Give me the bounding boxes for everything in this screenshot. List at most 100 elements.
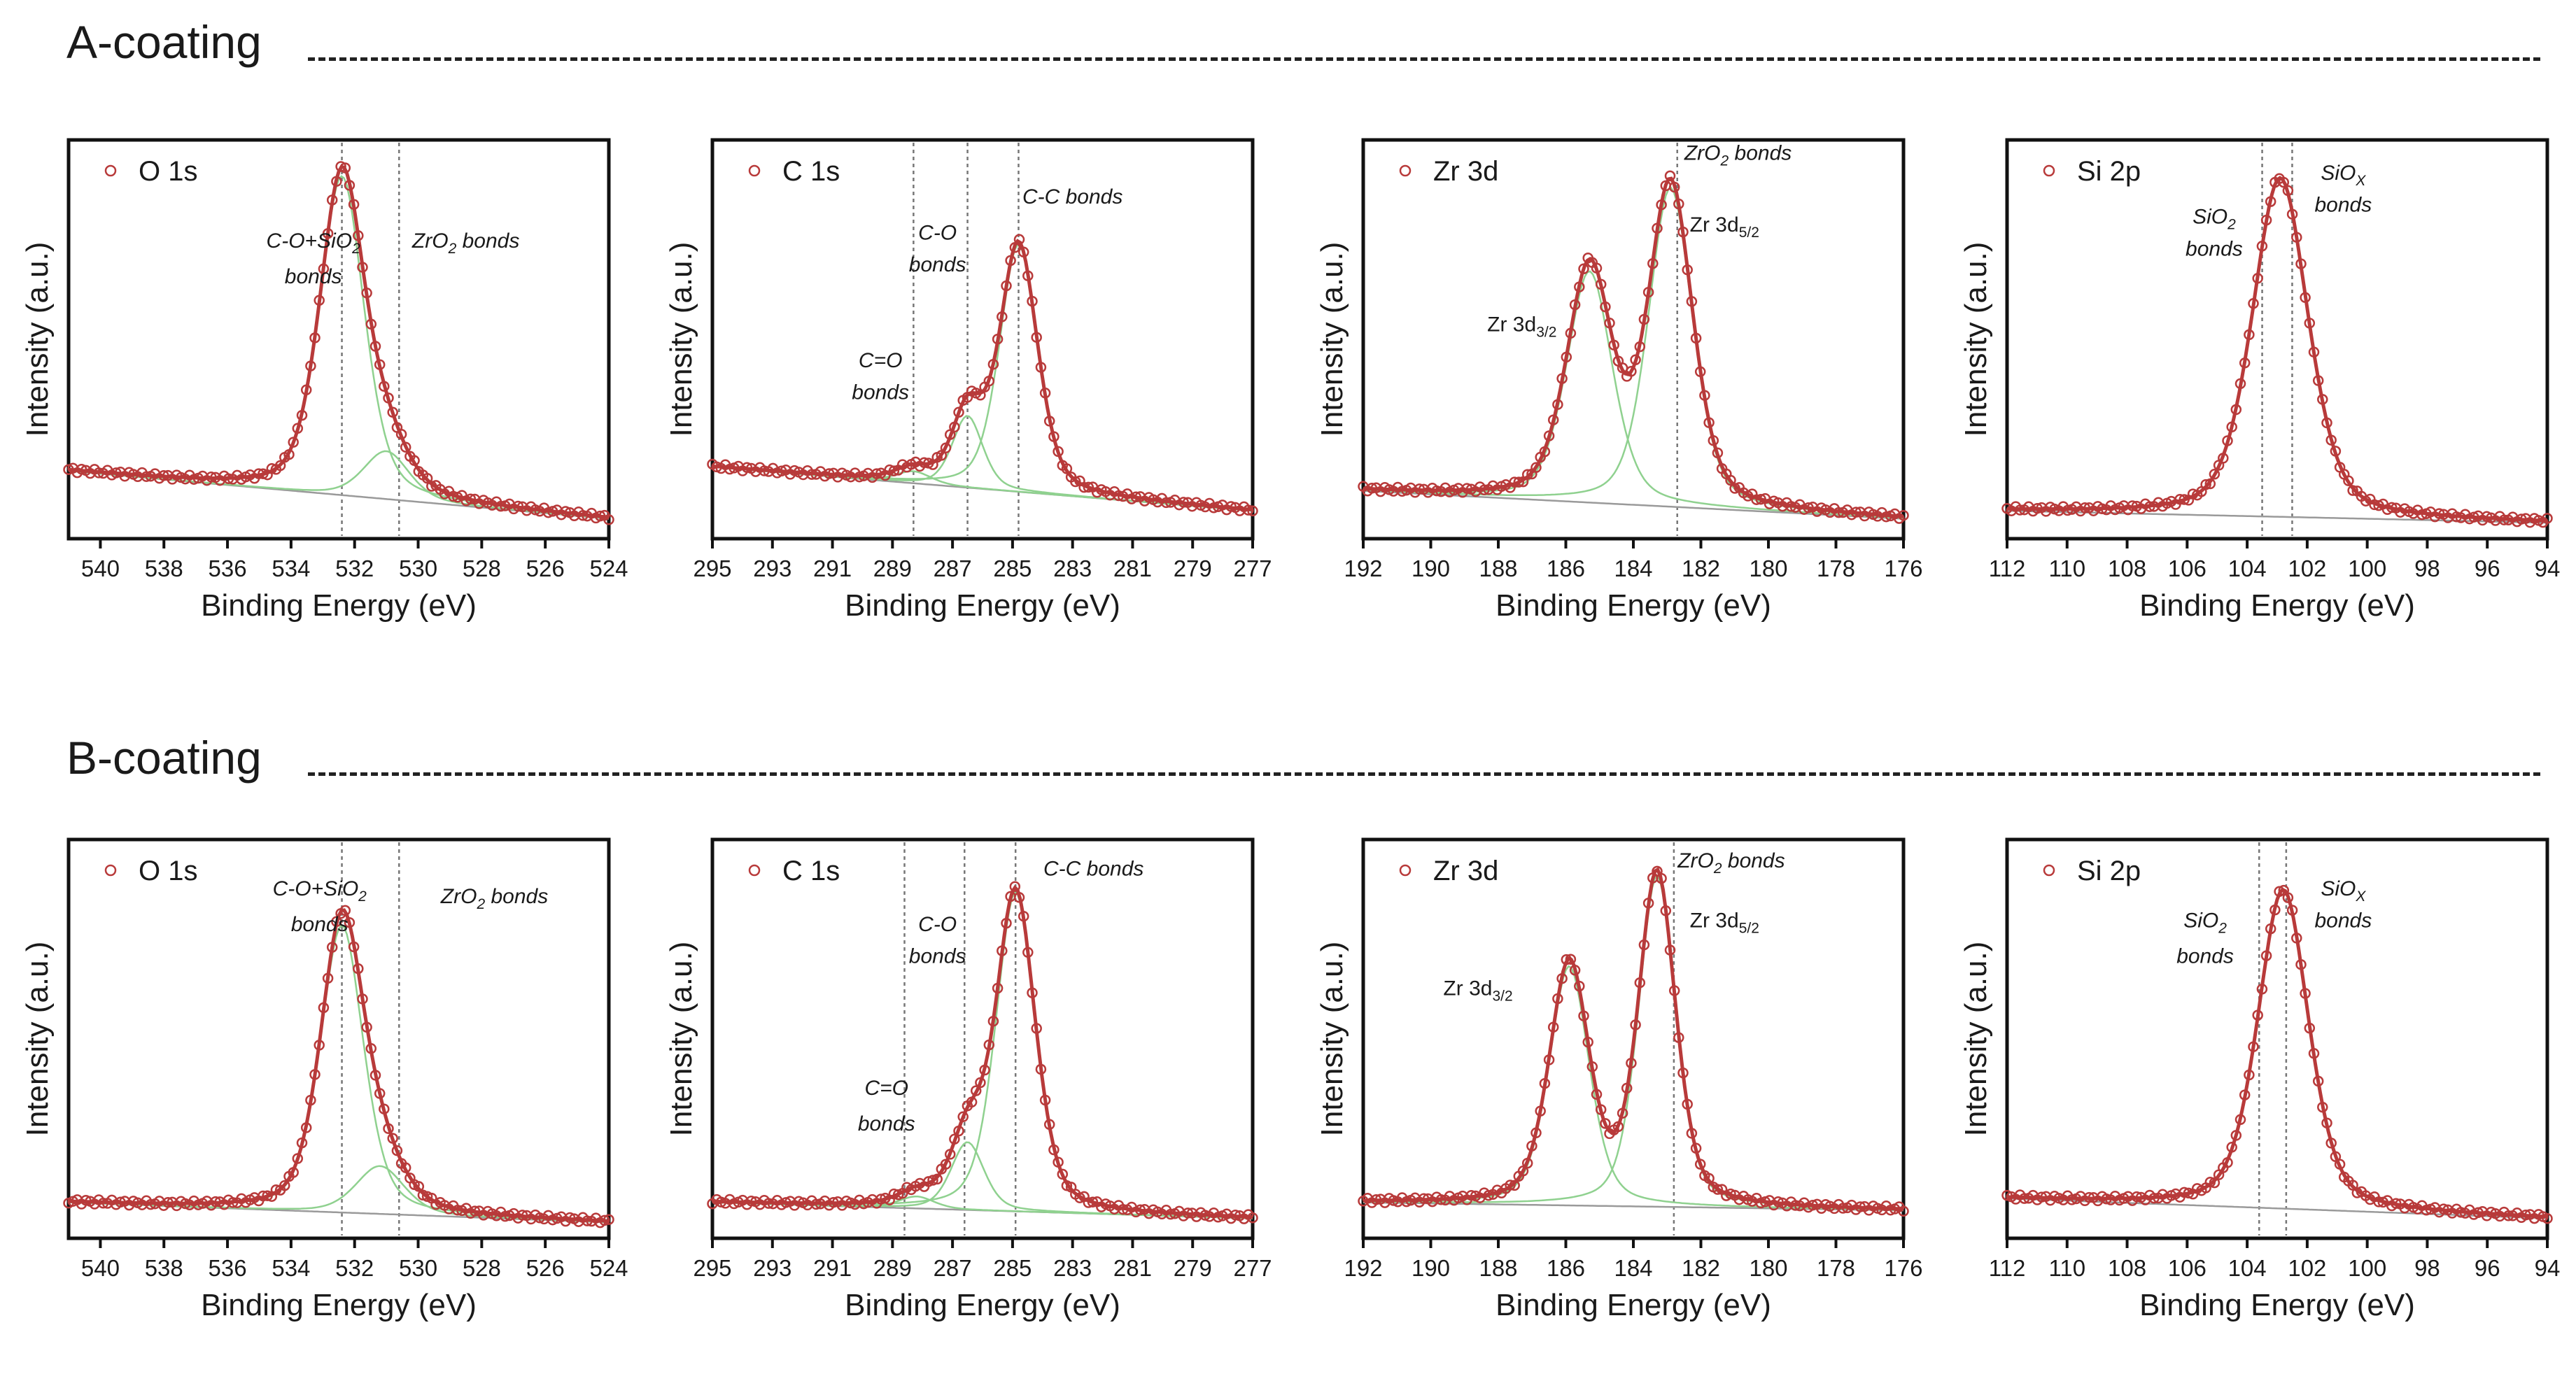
data-point xyxy=(1694,1159,1706,1170)
data-point xyxy=(1130,491,1141,503)
data-point xyxy=(357,993,368,1005)
data-point xyxy=(1604,318,1615,329)
data-point xyxy=(599,1214,610,1226)
x-tick-label: 524 xyxy=(589,555,628,581)
data-point xyxy=(274,460,286,472)
data-point xyxy=(1539,1077,1551,1089)
data-point xyxy=(326,194,338,206)
data-point xyxy=(2274,886,2285,898)
data-point xyxy=(1083,481,1095,493)
legend-label: Si 2p xyxy=(2077,156,2141,187)
data-point xyxy=(1535,1105,1546,1117)
data-point xyxy=(1018,246,1029,258)
annotation-text: bonds xyxy=(2314,194,2372,217)
data-point xyxy=(2244,329,2255,341)
data-point xyxy=(1682,264,1693,276)
annotation-text: ZrO xyxy=(411,229,449,253)
plot-frame xyxy=(66,138,611,541)
data-point xyxy=(1053,1156,1064,1168)
annotation: bonds xyxy=(285,265,342,288)
annotation-subscript: 2 xyxy=(2227,217,2236,233)
data-point xyxy=(1729,483,1740,494)
chart-a-si2p: 112 110 108 106 104 102 100 98 96 94 Binding Energ… xyxy=(1959,138,2560,623)
component-peak-1 xyxy=(1363,186,1904,518)
x-tick-label: 536 xyxy=(209,555,247,581)
data-point xyxy=(1134,1204,1146,1216)
data-point xyxy=(953,1125,964,1137)
data-point xyxy=(288,1167,299,1178)
x-tick-label: 285 xyxy=(993,1255,1032,1281)
x-tick-label: 110 xyxy=(2048,1255,2085,1281)
data-point xyxy=(1898,509,1909,521)
data-point xyxy=(2222,1157,2233,1168)
data-point xyxy=(1634,977,1646,989)
data-point xyxy=(292,1153,304,1164)
data-point xyxy=(1547,1021,1559,1033)
envelope-fit xyxy=(1363,176,1904,518)
x-axis-label: Binding Energy (eV) xyxy=(2139,1288,2415,1322)
data-point xyxy=(2286,905,2298,916)
y-axis-label: Intensity (a.u.) xyxy=(1959,942,1993,1137)
y-axis-label: Intensity (a.u.) xyxy=(20,242,55,437)
legend-label: O 1s xyxy=(139,156,197,187)
data-point xyxy=(1031,1023,1042,1034)
annotation-text: bonds xyxy=(2314,909,2372,932)
data-points xyxy=(2001,173,2553,528)
data-point xyxy=(1043,416,1055,427)
data-point xyxy=(1521,1157,1533,1169)
data-point xyxy=(353,230,364,241)
annotation-text: Zr 3d xyxy=(1443,977,1492,1000)
data-point xyxy=(1673,1032,1684,1043)
data-point xyxy=(1668,985,1680,996)
data-point xyxy=(2218,453,2229,464)
data-point xyxy=(309,332,321,344)
data-point xyxy=(469,1205,481,1217)
data-point xyxy=(2325,1138,2337,1149)
data-point xyxy=(2438,1203,2449,1214)
x-tick-label: 110 xyxy=(2048,555,2085,581)
x-tick-label: 102 xyxy=(2288,1255,2326,1281)
data-point xyxy=(331,176,342,187)
section-divider-b xyxy=(308,772,2540,776)
data-points xyxy=(63,905,614,1228)
data-point xyxy=(296,409,308,421)
data-point xyxy=(2321,1117,2332,1128)
data-point xyxy=(318,1002,330,1014)
data-point xyxy=(1005,255,1016,267)
data-point xyxy=(2222,435,2233,446)
x-tick-label: 182 xyxy=(1682,555,1720,581)
annotation: C-O+SiO2 xyxy=(267,229,361,257)
annotation-text: SiO xyxy=(2183,909,2218,932)
data-point xyxy=(2260,214,2272,226)
data-point xyxy=(1569,965,1581,976)
data-point xyxy=(379,381,390,392)
data-point xyxy=(1673,198,1684,210)
data-point xyxy=(279,1180,290,1191)
data-point xyxy=(227,1197,239,1208)
annotation-text: bonds xyxy=(858,1112,915,1135)
data-point xyxy=(348,199,360,210)
chart-a-o1s: 540 538 536 534 532 530 528 526 524 Binding Energ… xyxy=(20,138,628,623)
data-point xyxy=(1070,476,1081,488)
component-peak-2 xyxy=(712,1195,1253,1219)
data-point xyxy=(309,1069,321,1080)
plot-frame xyxy=(710,138,1255,541)
x-tick-label: 528 xyxy=(463,1255,501,1281)
x-tick-label: 536 xyxy=(209,1255,247,1281)
annotation: C-O xyxy=(918,222,957,245)
data-point xyxy=(949,421,960,433)
section-title-a: A-coating xyxy=(66,16,262,68)
data-point xyxy=(1053,446,1064,458)
annotation-text: C-O xyxy=(918,222,957,245)
data-point xyxy=(2204,1176,2216,1188)
x-tick-label: 538 xyxy=(145,1255,183,1281)
data-point xyxy=(944,1149,956,1160)
data-point xyxy=(2308,1048,2320,1059)
x-tick-label: 291 xyxy=(813,1255,852,1281)
annotation-text: Zr 3d xyxy=(1487,313,1536,337)
data-point xyxy=(1035,362,1047,373)
x-tick-label: 104 xyxy=(2228,1255,2267,1281)
data-point xyxy=(2334,1159,2346,1170)
chart-a-zr3d: 192 190 188 186 184 182 180 178 176 Binding Energ… xyxy=(1315,138,1923,623)
x-tick-label: 281 xyxy=(1113,1255,1152,1281)
